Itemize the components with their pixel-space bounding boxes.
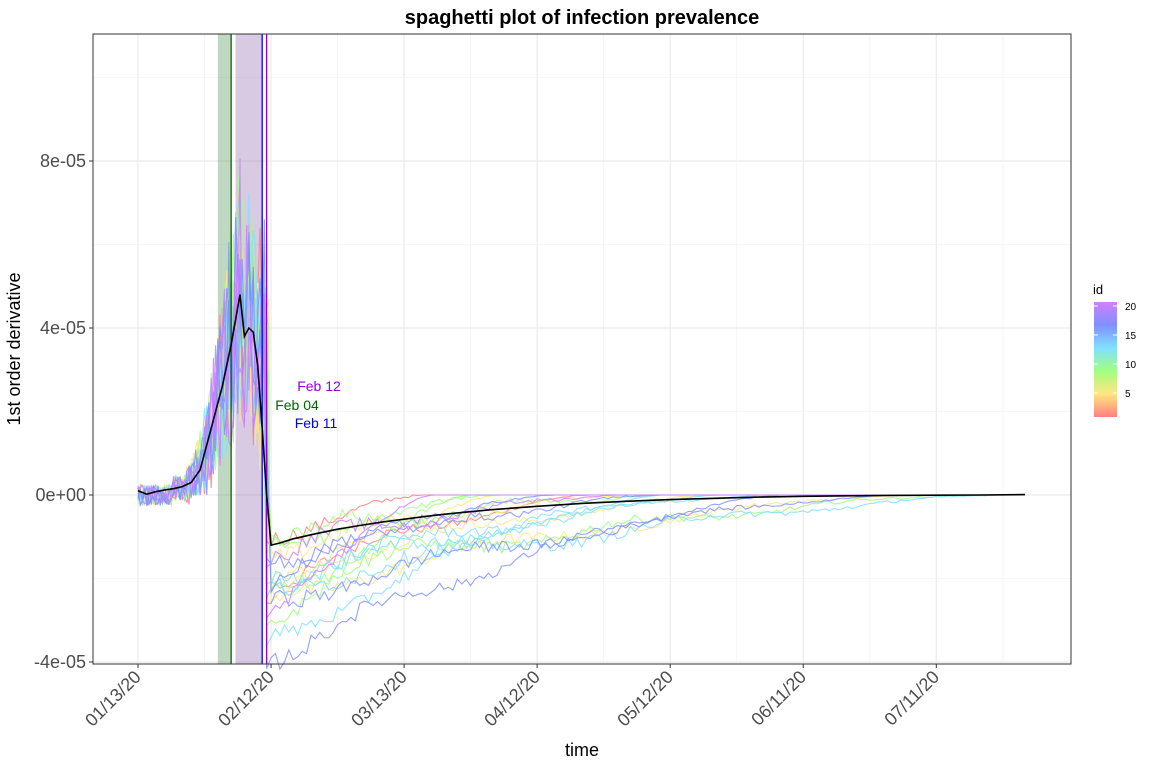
y-tick-label: 8e-05: [40, 151, 86, 171]
annotation-feb-12: Feb 12: [297, 378, 341, 394]
individual-series: [137, 157, 1025, 671]
x-axis-title: time: [565, 740, 599, 760]
legend-colorbar: [1094, 302, 1117, 417]
legend-tick-label: 15: [1125, 331, 1137, 342]
legend-tick-label: 20: [1125, 302, 1137, 313]
annotations: Feb 04 Feb 11 Feb 12: [275, 378, 341, 431]
y-tick-label: 0e+00: [35, 485, 86, 505]
legend-ticks: 5 10 15 20: [1094, 302, 1137, 400]
legend-tick-label: 5: [1125, 389, 1131, 400]
annotation-feb-11: Feb 11: [295, 415, 338, 431]
panel-border: [92, 33, 1072, 665]
legend-tick-label: 10: [1125, 360, 1137, 371]
y-axis-ticks: -4e-05 0e+00 4e-05 8e-05: [34, 151, 93, 672]
legend-title: id: [1093, 282, 1103, 297]
y-tick-label: -4e-05: [34, 652, 86, 672]
legend: id 5 10 15 20: [1093, 282, 1137, 417]
mean-line: [137, 294, 1026, 547]
annotation-feb-04: Feb 04: [275, 397, 319, 413]
vertical-markers: [230, 34, 268, 664]
y-tick-label: 4e-05: [40, 318, 86, 338]
gridlines: [93, 34, 1071, 664]
mean-series: [137, 294, 1026, 547]
chart-title: spaghetti plot of infection prevalence: [405, 7, 760, 29]
y-axis-title: 1st order derivative: [4, 272, 24, 425]
